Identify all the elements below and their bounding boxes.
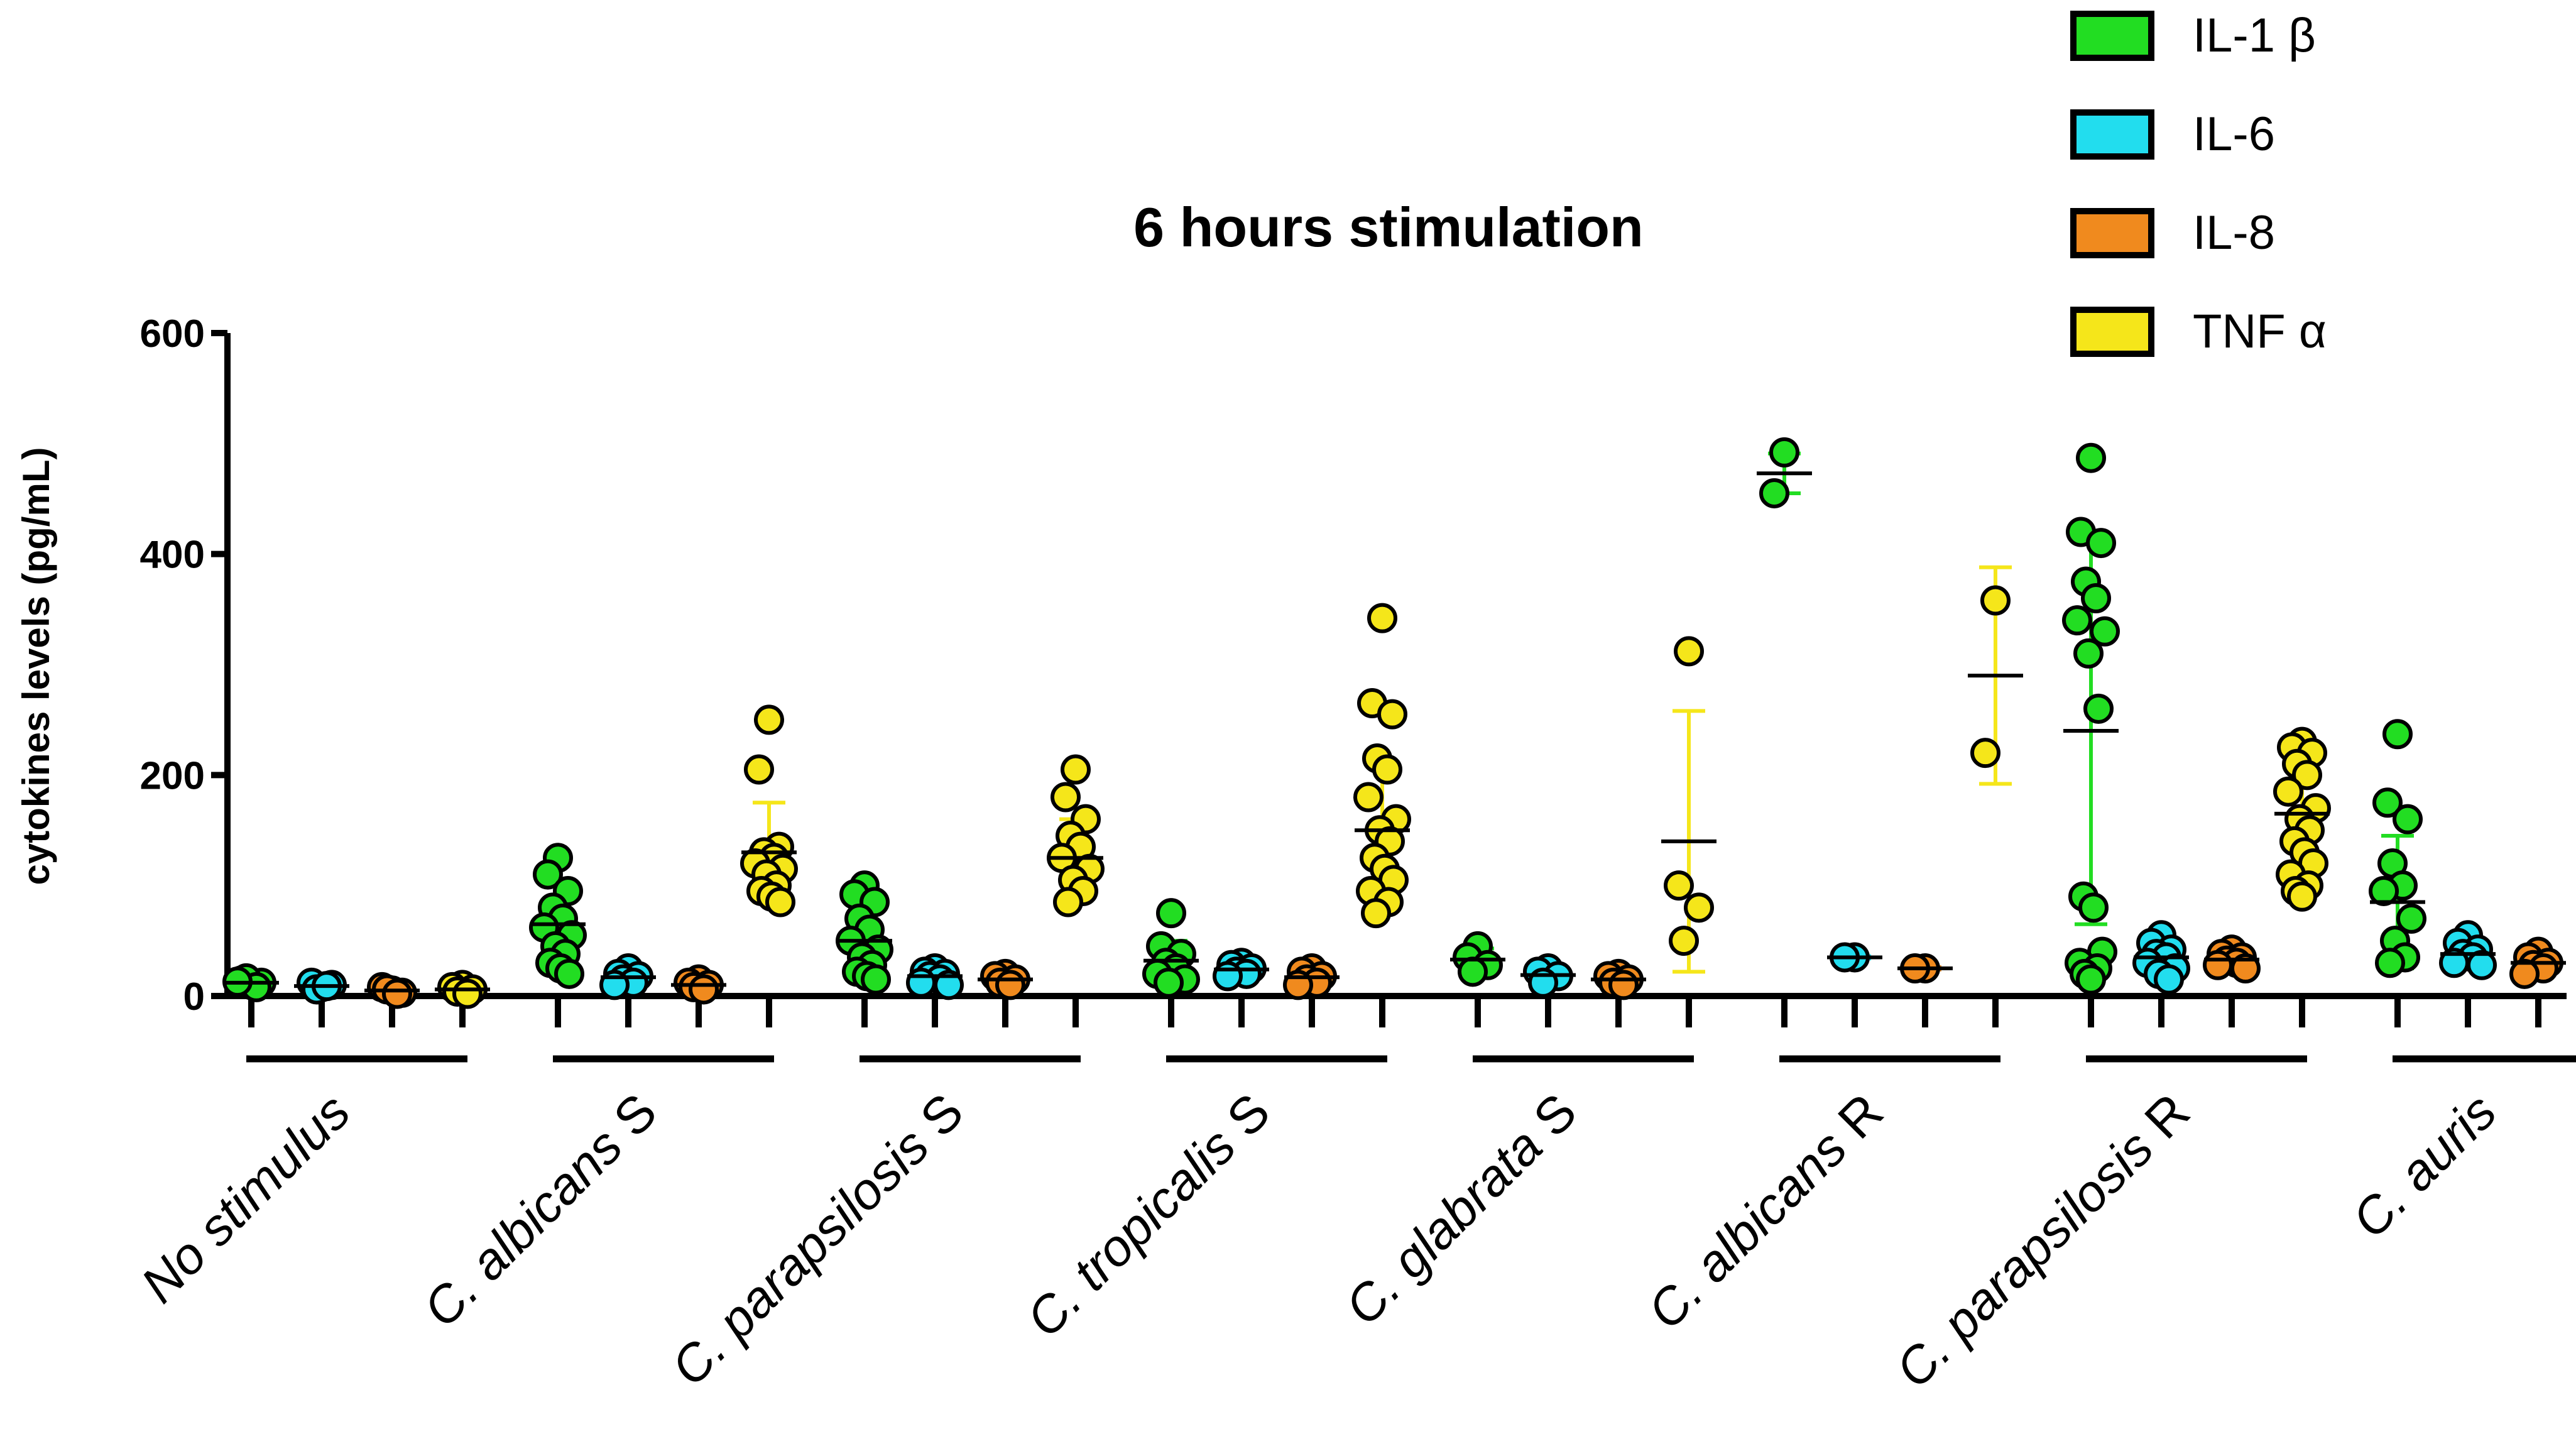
y-tick-label: 200 bbox=[140, 754, 205, 797]
data-point bbox=[2467, 950, 2497, 980]
data-point bbox=[1361, 898, 1391, 929]
data-point bbox=[2062, 605, 2092, 636]
x-tick-label: No stimulus bbox=[130, 1083, 361, 1313]
data-point bbox=[2086, 528, 2116, 559]
data-point bbox=[1980, 585, 2011, 616]
data-point bbox=[1674, 636, 1704, 667]
legend-swatch bbox=[2070, 307, 2154, 357]
x-tick-label: C. parapsilosis S bbox=[660, 1083, 974, 1396]
data-point bbox=[2076, 964, 2106, 995]
data-point bbox=[689, 974, 719, 1005]
data-point bbox=[1061, 754, 1091, 785]
data-point bbox=[934, 970, 964, 1000]
legend-label: IL-8 bbox=[2193, 206, 2275, 260]
data-point bbox=[765, 887, 795, 917]
data-point bbox=[2509, 958, 2540, 989]
legend-label: TNF α bbox=[2193, 305, 2327, 358]
data-point bbox=[2083, 693, 2114, 724]
data-point bbox=[2393, 804, 2423, 835]
data-point bbox=[1372, 754, 1402, 785]
data-point bbox=[2369, 875, 2399, 906]
data-point bbox=[2287, 881, 2317, 912]
data-point bbox=[1053, 887, 1083, 917]
y-tick-label: 400 bbox=[140, 534, 205, 577]
data-point bbox=[2230, 953, 2261, 984]
chart-title: 6 hours stimulation bbox=[1133, 196, 1644, 258]
data-point bbox=[1970, 738, 2000, 769]
data-point bbox=[382, 978, 412, 1009]
data-marks bbox=[222, 437, 2566, 1009]
data-point bbox=[452, 978, 483, 1009]
legend-swatch bbox=[2070, 208, 2154, 258]
data-point bbox=[995, 970, 1025, 1000]
x-tick-label-italic: No stimulus bbox=[130, 1083, 361, 1313]
data-point bbox=[1458, 956, 1488, 987]
x-tick-label-italic: C. glabrata bbox=[1334, 1117, 1553, 1336]
x-tick-label-italic: C. tropicalis bbox=[1016, 1117, 1247, 1348]
data-point bbox=[861, 964, 891, 995]
data-point bbox=[2273, 776, 2303, 807]
data-point bbox=[1759, 478, 1789, 508]
x-tick-label: C. parapsilosis R bbox=[1885, 1083, 2201, 1399]
data-point bbox=[1213, 961, 1243, 992]
data-point bbox=[2396, 903, 2426, 934]
data-point bbox=[1353, 782, 1384, 813]
data-point bbox=[2154, 964, 2184, 995]
data-point bbox=[906, 967, 936, 998]
data-point bbox=[554, 958, 584, 989]
x-tick-label: C. albicans R bbox=[1637, 1083, 1894, 1340]
data-point bbox=[1664, 870, 1694, 901]
y-tick-label: 0 bbox=[183, 975, 205, 1019]
data-point bbox=[1367, 603, 1397, 633]
data-point bbox=[2292, 760, 2322, 791]
y-tick-label: 600 bbox=[140, 312, 205, 356]
x-tick-label-italic: C. parapsilosis bbox=[660, 1117, 940, 1397]
data-point bbox=[1154, 967, 1184, 998]
data-point bbox=[2081, 583, 2111, 613]
y-axis: 0 200 400 600 bbox=[140, 312, 231, 1019]
data-point bbox=[2078, 892, 2109, 923]
data-point bbox=[1051, 782, 1081, 813]
legend-swatch bbox=[2070, 11, 2154, 61]
data-point bbox=[2203, 950, 2233, 980]
legend-label: IL-6 bbox=[2193, 107, 2275, 161]
legend-label: IL-1 β bbox=[2193, 9, 2316, 62]
data-point bbox=[1377, 699, 1407, 730]
legend-swatch bbox=[2070, 109, 2154, 160]
data-point bbox=[2375, 948, 2405, 978]
data-point bbox=[754, 704, 784, 735]
data-point bbox=[2382, 719, 2413, 750]
x-tick-label-italic: C. auris bbox=[2342, 1083, 2508, 1249]
data-point bbox=[1769, 437, 1799, 468]
x-tick-label-italic: C. albicans bbox=[1637, 1119, 1858, 1340]
legend: IL-1 β IL-6 IL-8 TNF α bbox=[2070, 9, 2327, 358]
data-point bbox=[2073, 638, 2104, 669]
data-point bbox=[1156, 898, 1186, 929]
x-tick-label: C. glabrata S bbox=[1334, 1083, 1588, 1336]
data-point bbox=[2090, 616, 2120, 647]
data-point bbox=[2076, 442, 2106, 473]
x-tick-label: C. auris bbox=[2342, 1083, 2508, 1249]
data-point bbox=[1608, 970, 1639, 1000]
data-point bbox=[533, 859, 563, 890]
x-axis: No stimulus C. albicans SC. parapsilosis … bbox=[130, 993, 2576, 1399]
data-point bbox=[1669, 926, 1699, 956]
data-point bbox=[1684, 892, 1714, 923]
data-point bbox=[744, 754, 774, 785]
x-tick-label-italic: C. parapsilosis bbox=[1885, 1119, 2164, 1399]
x-tick-label-italic: C. albicans bbox=[413, 1117, 633, 1338]
x-tick-label: C. tropicalis S bbox=[1016, 1083, 1281, 1348]
x-tick-label: C. albicans S bbox=[413, 1083, 668, 1338]
y-axis-label: cytokines levels (pg/mL) bbox=[15, 447, 57, 885]
data-point bbox=[2372, 787, 2403, 818]
